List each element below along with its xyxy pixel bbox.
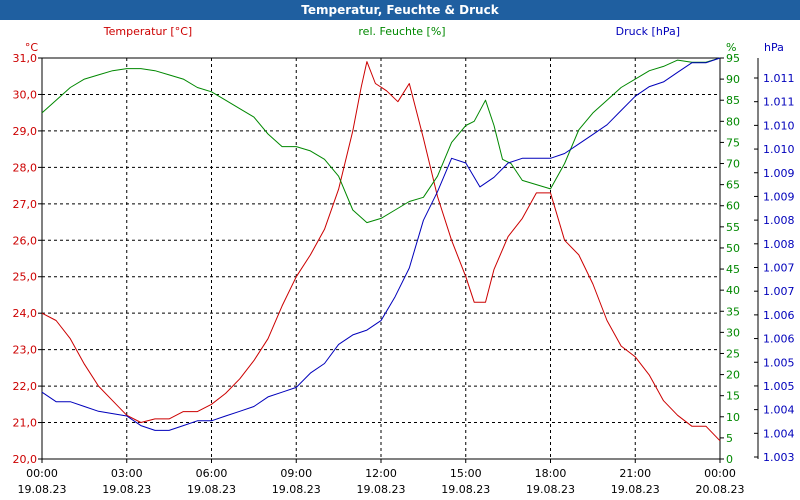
humidity-tick-label: 90 — [726, 73, 740, 86]
humidity-tick-label: 95 — [726, 52, 740, 65]
time-tick-label: 09:00 — [280, 467, 312, 480]
temperature-tick-label: 26,0 — [13, 234, 38, 247]
pressure-tick-label: 1.010 — [763, 143, 795, 156]
humidity-tick-label: 30 — [726, 326, 740, 339]
time-tick-label: 06:00 — [196, 467, 228, 480]
pressure-tick-label: 1.007 — [763, 285, 795, 298]
temperature-unit: °C — [25, 41, 39, 54]
humidity-tick-label: 50 — [726, 242, 740, 255]
pressure-tick-label: 1.005 — [763, 380, 795, 393]
time-tick-label: 21:00 — [619, 467, 651, 480]
pressure-tick-label: 1.005 — [763, 356, 795, 369]
humidity-tick-label: 65 — [726, 179, 740, 192]
temperature-tick-label: 27,0 — [13, 198, 38, 211]
humidity-tick-label: 70 — [726, 158, 740, 171]
date-tick-label: 19.08.23 — [187, 483, 236, 496]
date-tick-label: 19.08.23 — [611, 483, 660, 496]
pressure-tick-label: 1.009 — [763, 190, 795, 203]
humidity-tick-label: 45 — [726, 263, 740, 276]
time-tick-label: 00:00 — [704, 467, 736, 480]
temperature-axis: 20,0 21,0 22,0 23,0 24,0 25,0 26,0 27,0 28,0 29,0… — [13, 52, 42, 466]
humidity-tick-label: 75 — [726, 136, 740, 149]
pressure-tick-label: 1.008 — [763, 238, 795, 251]
grid-lines — [42, 58, 720, 459]
pressure-tick-label: 1.003 — [763, 451, 795, 464]
pressure-tick-label: 1.006 — [763, 309, 795, 322]
time-tick-label: 12:00 — [365, 467, 397, 480]
temperature-tick-label: 25,0 — [13, 271, 38, 284]
humidity-tick-label: 25 — [726, 347, 740, 360]
temperature-tick-label: 31,0 — [13, 52, 38, 65]
humidity-series-line — [41, 57, 721, 224]
pressure-axis: 1.003 1.004 1.004 1.005 1.005 1.006 1.006 1.007… — [754, 58, 795, 464]
pressure-tick-label: 1.004 — [763, 404, 795, 417]
pressure-unit: hPa — [764, 41, 784, 54]
temperature-tick-label: 23,0 — [13, 344, 38, 357]
date-tick-label: 19.08.23 — [526, 483, 575, 496]
pressure-series-line — [41, 57, 721, 431]
pressure-tick-label: 1.010 — [763, 119, 795, 132]
humidity-axis-title: rel. Feuchte [%] — [358, 25, 445, 38]
series-layer — [41, 57, 721, 442]
temperature-tick-label: 24,0 — [13, 307, 38, 320]
humidity-tick-label: 0 — [726, 453, 733, 466]
temperature-tick-label: 29,0 — [13, 125, 38, 138]
humidity-tick-label: 10 — [726, 411, 740, 424]
time-tick-label: 15:00 — [450, 467, 482, 480]
pressure-tick-label: 1.009 — [763, 167, 795, 180]
temperature-tick-label: 30,0 — [13, 88, 38, 101]
time-tick-label: 03:00 — [111, 467, 143, 480]
humidity-unit: % — [726, 41, 736, 54]
humidity-tick-label: 35 — [726, 305, 740, 318]
temperature-tick-label: 21,0 — [13, 417, 38, 430]
pressure-tick-label: 1.011 — [763, 72, 795, 85]
date-tick-label: 19.08.23 — [18, 483, 67, 496]
date-tick-label: 20.08.23 — [696, 483, 745, 496]
chart-title: Temperatur, Feuchte & Druck — [0, 0, 800, 20]
chart-canvas: 20,0 21,0 22,0 23,0 24,0 25,0 26,0 27,0 28,0 29,0… — [13, 25, 795, 496]
pressure-tick-label: 1.008 — [763, 214, 795, 227]
pressure-tick-label: 1.004 — [763, 427, 795, 440]
date-tick-label: 19.08.23 — [357, 483, 406, 496]
temperature-tick-label: 22,0 — [13, 380, 38, 393]
temperature-tick-label: 28,0 — [13, 161, 38, 174]
date-tick-label: 19.08.23 — [441, 483, 490, 496]
temperature-series-line — [41, 61, 721, 442]
date-tick-label: 19.08.23 — [272, 483, 321, 496]
time-tick-label: 00:00 — [26, 467, 58, 480]
temperature-axis-title: Temperatur [°C] — [103, 25, 192, 38]
humidity-tick-label: 85 — [726, 94, 740, 107]
humidity-tick-label: 60 — [726, 200, 740, 213]
temperature-tick-label: 20,0 — [13, 453, 38, 466]
time-axis: 00:00 19.08.23 03:00 19.08.23 06:00 19.08.23 0… — [18, 459, 745, 496]
pressure-tick-label: 1.011 — [763, 96, 795, 109]
humidity-tick-label: 5 — [726, 432, 733, 445]
humidity-tick-label: 20 — [726, 369, 740, 382]
humidity-axis: 0 5 10 15 20 25 30 35 40 45 50 55 60 65 70 75 80 85 90 95 — [720, 52, 740, 466]
humidity-tick-label: 55 — [726, 221, 740, 234]
humidity-tick-label: 15 — [726, 390, 740, 403]
humidity-tick-label: 80 — [726, 115, 740, 128]
humidity-tick-label: 40 — [726, 284, 740, 297]
pressure-tick-label: 1.007 — [763, 262, 795, 275]
date-tick-label: 19.08.23 — [102, 483, 151, 496]
time-tick-label: 18:00 — [535, 467, 567, 480]
pressure-axis-title: Druck [hPa] — [616, 25, 680, 38]
pressure-tick-label: 1.006 — [763, 333, 795, 346]
